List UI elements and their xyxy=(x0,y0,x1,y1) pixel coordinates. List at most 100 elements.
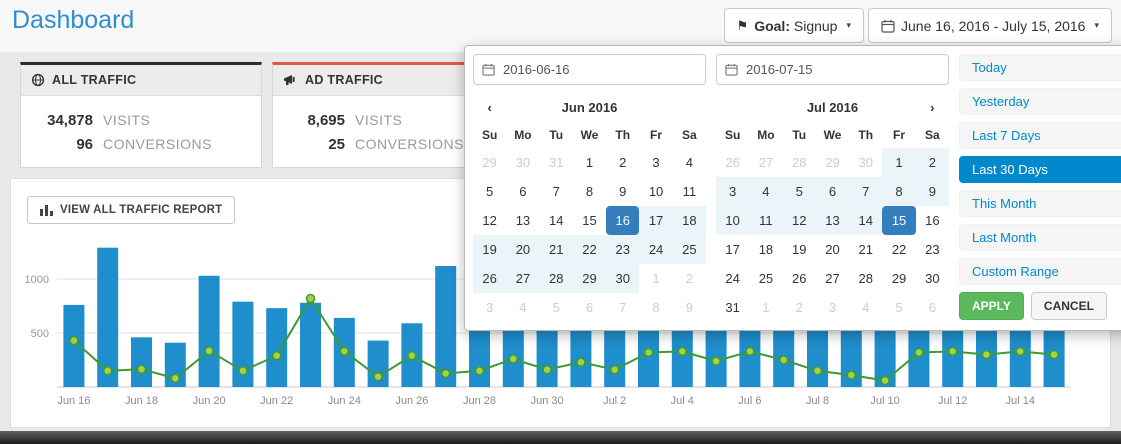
view-all-traffic-report-button[interactable]: VIEW ALL TRAFFIC REPORT xyxy=(27,196,236,224)
calendar-day[interactable]: 31 xyxy=(725,300,740,315)
calendar-day[interactable]: 27 xyxy=(758,155,774,170)
calendar-day[interactable]: 14 xyxy=(548,213,564,228)
calendar-day[interactable]: 5 xyxy=(782,177,816,206)
range-option-this-month[interactable]: This Month xyxy=(959,190,1121,217)
calendar-day[interactable]: 26 xyxy=(725,155,740,170)
calendar-day[interactable]: 12 xyxy=(782,206,816,235)
prev-month-icon[interactable]: ‹ xyxy=(487,100,492,115)
range-option-today[interactable]: Today xyxy=(959,54,1121,81)
calendar-day[interactable]: 5 xyxy=(552,300,560,315)
start-date-field[interactable] xyxy=(473,54,706,85)
calendar-day[interactable]: 24 xyxy=(639,235,673,264)
calendar-day[interactable]: 11 xyxy=(682,184,697,199)
calendar-day[interactable]: 30 xyxy=(858,155,873,170)
calendar-day[interactable]: 2 xyxy=(795,300,803,315)
range-option-last-7-days[interactable]: Last 7 Days xyxy=(959,122,1121,149)
calendar-day[interactable]: 22 xyxy=(891,242,907,257)
calendar-day[interactable]: 5 xyxy=(895,300,903,315)
calendar-day[interactable]: 27 xyxy=(506,264,540,293)
end-date-field[interactable] xyxy=(716,54,949,85)
calendar-day[interactable]: 28 xyxy=(791,155,807,170)
calendar-day[interactable]: 3 xyxy=(486,300,494,315)
range-option-last-30-days[interactable]: Last 30 Days xyxy=(959,156,1121,183)
date-range-selector[interactable]: June 16, 2016 - July 15, 2016 ▾ xyxy=(868,8,1112,43)
calendar-day[interactable]: 13 xyxy=(515,213,531,228)
calendar-day[interactable]: 16 xyxy=(925,213,940,228)
calendar-day-selected[interactable]: 16 xyxy=(606,206,640,235)
calendar-day[interactable]: 25 xyxy=(672,235,706,264)
calendar-day[interactable]: 30 xyxy=(606,264,640,293)
range-option-last-month[interactable]: Last Month xyxy=(959,224,1121,251)
calendar-day[interactable]: 18 xyxy=(672,206,706,235)
calendar-day[interactable]: 2 xyxy=(619,155,627,170)
calendar-day[interactable]: 23 xyxy=(925,242,940,257)
calendar-day[interactable]: 1 xyxy=(585,155,594,170)
calendar-day[interactable]: 25 xyxy=(758,271,774,286)
calendar-day[interactable]: 9 xyxy=(915,177,949,206)
calendar-day[interactable]: 14 xyxy=(849,206,883,235)
calendar-day[interactable]: 1 xyxy=(652,271,660,286)
calendar-day[interactable]: 17 xyxy=(725,242,740,257)
calendar-day[interactable]: 7 xyxy=(552,184,560,199)
calendar-day[interactable]: 3 xyxy=(828,300,837,315)
calendar-day-selected[interactable]: 15 xyxy=(882,206,916,235)
calendar-day[interactable]: 29 xyxy=(482,155,497,170)
calendar-day[interactable]: 2 xyxy=(685,271,693,286)
calendar-day[interactable]: 30 xyxy=(515,155,531,170)
calendar-day[interactable]: 19 xyxy=(473,235,507,264)
calendar-day[interactable]: 8 xyxy=(585,184,594,199)
calendar-day[interactable]: 24 xyxy=(725,271,740,286)
calendar-day[interactable]: 5 xyxy=(486,184,494,199)
range-option-yesterday[interactable]: Yesterday xyxy=(959,88,1121,115)
next-month-icon[interactable]: › xyxy=(930,100,935,115)
calendar-day[interactable]: 21 xyxy=(539,235,573,264)
calendar-day[interactable]: 26 xyxy=(473,264,507,293)
range-option-custom-range[interactable]: Custom Range xyxy=(959,258,1121,285)
calendar-day[interactable]: 12 xyxy=(482,213,497,228)
calendar-day[interactable]: 6 xyxy=(928,300,936,315)
calendar-day[interactable]: 3 xyxy=(716,177,750,206)
calendar-day[interactable]: 4 xyxy=(685,155,693,170)
calendar-day[interactable]: 3 xyxy=(652,155,660,170)
calendar-day[interactable]: 13 xyxy=(815,206,850,235)
start-date-input[interactable] xyxy=(501,61,697,78)
calendar-day[interactable]: 7 xyxy=(619,300,627,315)
calendar-day[interactable]: 15 xyxy=(582,213,597,228)
calendar-day[interactable]: 31 xyxy=(548,155,564,170)
calendar-day[interactable]: 1 xyxy=(882,148,916,177)
calendar-day[interactable]: 22 xyxy=(572,235,607,264)
calendar-day[interactable]: 19 xyxy=(791,242,807,257)
calendar-day[interactable]: 4 xyxy=(862,300,870,315)
calendar-day[interactable]: 18 xyxy=(758,242,774,257)
calendar-day[interactable]: 11 xyxy=(749,206,783,235)
calendar-day[interactable]: 4 xyxy=(519,300,527,315)
cancel-button[interactable]: CANCEL xyxy=(1030,292,1107,320)
calendar-day[interactable]: 8 xyxy=(882,177,916,206)
calendar-day[interactable]: 4 xyxy=(749,177,783,206)
calendar-day[interactable]: 10 xyxy=(716,206,750,235)
calendar-day[interactable]: 20 xyxy=(825,242,840,257)
calendar-day[interactable]: 17 xyxy=(639,206,673,235)
calendar-day[interactable]: 28 xyxy=(858,271,873,286)
calendar-day[interactable]: 23 xyxy=(606,235,640,264)
calendar-day[interactable]: 27 xyxy=(825,271,840,286)
calendar-day[interactable]: 7 xyxy=(849,177,883,206)
calendar-day[interactable]: 10 xyxy=(648,184,664,199)
calendar-day[interactable]: 6 xyxy=(519,184,527,199)
calendar-day[interactable]: 29 xyxy=(572,264,607,293)
apply-button[interactable]: APPLY xyxy=(959,292,1024,320)
calendar-day[interactable]: 1 xyxy=(762,300,770,315)
calendar-day[interactable]: 9 xyxy=(619,184,627,199)
calendar-day[interactable]: 6 xyxy=(585,300,594,315)
goal-selector[interactable]: ⚑ Goal: Signup ▾ xyxy=(723,8,864,43)
calendar-day[interactable]: 2 xyxy=(915,148,949,177)
calendar-day[interactable]: 30 xyxy=(925,271,940,286)
calendar-day[interactable]: 28 xyxy=(539,264,573,293)
calendar-day[interactable]: 26 xyxy=(791,271,807,286)
calendar-day[interactable]: 8 xyxy=(652,300,660,315)
calendar-day[interactable]: 6 xyxy=(815,177,850,206)
calendar-day[interactable]: 20 xyxy=(506,235,540,264)
calendar-day[interactable]: 21 xyxy=(858,242,873,257)
calendar-day[interactable]: 9 xyxy=(685,300,693,315)
calendar-day[interactable]: 29 xyxy=(891,271,907,286)
